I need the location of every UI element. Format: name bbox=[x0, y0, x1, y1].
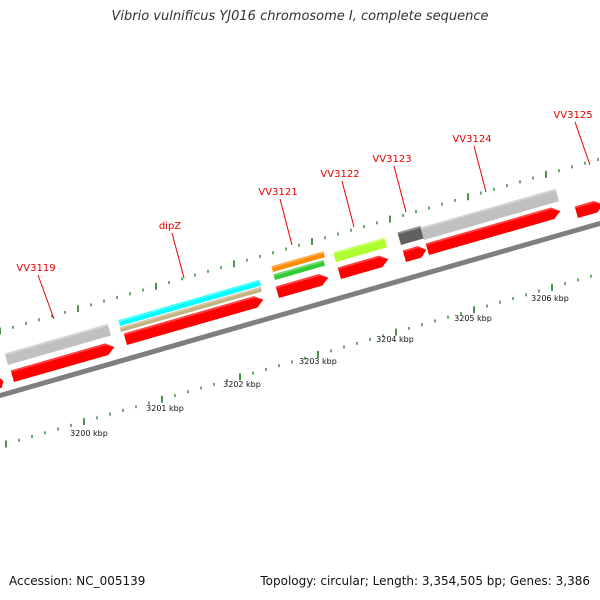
accession-text: Accession: NC_005139 bbox=[9, 574, 146, 588]
gene-label: VV3122 bbox=[320, 169, 359, 180]
gene-label: dipZ bbox=[159, 221, 181, 232]
cds-feature bbox=[123, 296, 264, 345]
scale-label: 3201 kbp bbox=[146, 404, 184, 413]
misc-feature bbox=[118, 279, 261, 326]
gene-label: VV3121 bbox=[258, 187, 297, 198]
gene-label-line bbox=[393, 165, 407, 213]
gene-label-line bbox=[574, 121, 591, 166]
cds-feature bbox=[0, 376, 4, 390]
gene-label: VV3124 bbox=[452, 134, 491, 145]
gene-labels: VV3119 dipZ VV3121 VV3122 VV3123 VV3124 VV3125 bbox=[16, 110, 592, 274]
gene-label-line bbox=[279, 198, 293, 246]
misc-feature bbox=[273, 259, 325, 280]
scale-label: 3204 kbp bbox=[376, 335, 414, 344]
gene-feature bbox=[397, 225, 425, 245]
gene-label-line bbox=[341, 180, 355, 228]
misc-feature bbox=[271, 251, 326, 272]
cds-feature bbox=[574, 200, 600, 218]
map-title: Vibrio vulnificus YJ016 chromosome I, co… bbox=[111, 9, 489, 24]
feature-track bbox=[0, 188, 600, 390]
misc-feature bbox=[119, 286, 262, 332]
scale-label: 3200 kbp bbox=[70, 429, 108, 438]
gene-label: VV3119 bbox=[16, 263, 55, 274]
gene-label: VV3123 bbox=[372, 154, 411, 165]
scale-label: 3206 kbp bbox=[531, 294, 569, 303]
cds-feature bbox=[337, 255, 389, 279]
gene-feature bbox=[4, 323, 112, 365]
scale-labels: 3200 kbp 3201 kbp 3202 kbp 3203 kbp 3204 kbp… bbox=[70, 294, 569, 438]
gene-label-lines bbox=[37, 121, 591, 320]
upper-tick-track bbox=[0, 157, 599, 335]
cds-feature bbox=[275, 274, 329, 298]
gene-feature bbox=[420, 188, 560, 240]
gene-label-line bbox=[473, 145, 487, 193]
gene-label-line bbox=[37, 274, 55, 320]
scale-label: 3203 kbp bbox=[299, 357, 337, 366]
scale-label: 3205 kbp bbox=[454, 314, 492, 323]
misc-feature bbox=[333, 237, 388, 262]
cds-feature bbox=[10, 343, 115, 382]
gene-label: VV3125 bbox=[553, 110, 592, 121]
scale-label: 3202 kbp bbox=[223, 380, 261, 389]
cds-feature bbox=[402, 246, 427, 262]
backbone bbox=[0, 220, 600, 399]
topology-summary: Topology: circular; Length: 3,354,505 bp… bbox=[260, 574, 590, 588]
lower-tick-track bbox=[5, 274, 592, 448]
cds-feature bbox=[425, 207, 561, 255]
gene-label-line bbox=[171, 232, 185, 279]
